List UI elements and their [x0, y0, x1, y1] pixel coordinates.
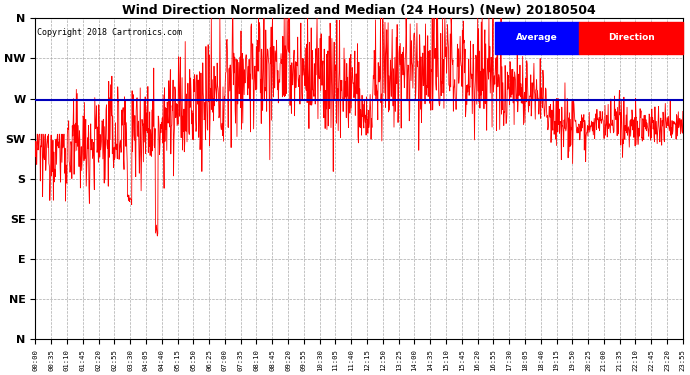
Text: Copyright 2018 Cartronics.com: Copyright 2018 Cartronics.com [37, 28, 181, 37]
Text: Direction: Direction [608, 33, 654, 42]
Title: Wind Direction Normalized and Median (24 Hours) (New) 20180504: Wind Direction Normalized and Median (24… [122, 4, 596, 17]
FancyBboxPatch shape [495, 21, 579, 54]
Text: Average: Average [516, 33, 558, 42]
FancyBboxPatch shape [579, 21, 683, 54]
